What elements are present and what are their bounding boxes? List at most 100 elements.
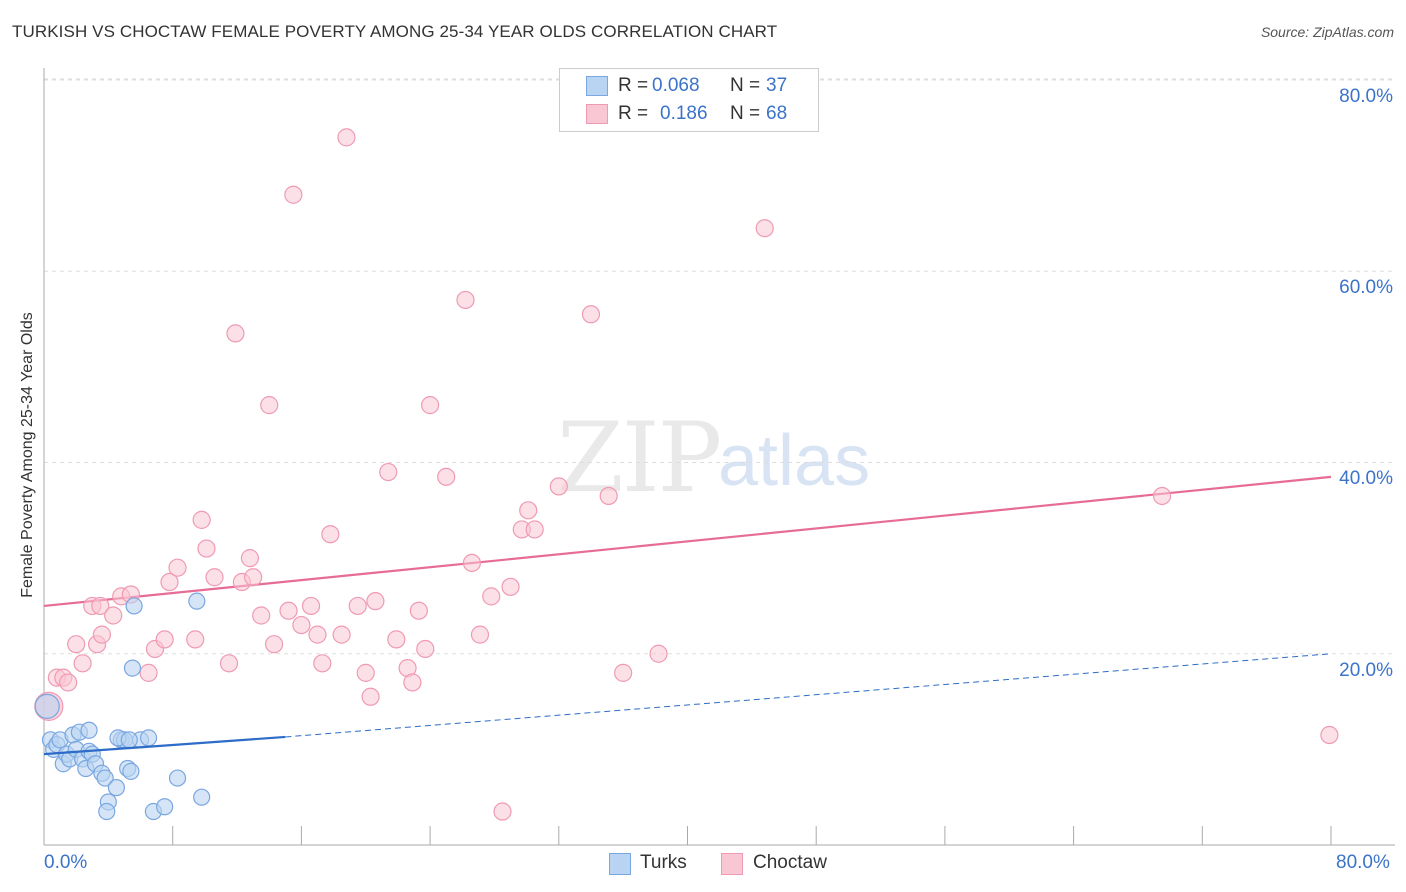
point-choctaw: [284, 185, 303, 204]
point-choctaw: [92, 625, 112, 644]
point-choctaw: [599, 486, 618, 506]
point-turks: [120, 731, 138, 749]
trendline-turks: [43, 735, 286, 756]
point-choctaw: [456, 290, 475, 310]
point-choctaw: [549, 477, 568, 496]
point-choctaw: [139, 663, 158, 682]
point-choctaw: [348, 596, 367, 616]
y-tick-label-60: 60.0%: [1339, 277, 1393, 298]
point-choctaw: [219, 654, 239, 673]
point-choctaw: [649, 644, 668, 663]
y-tick-label-20: 20.0%: [1339, 660, 1393, 681]
point-choctaw: [1152, 486, 1172, 506]
point-choctaw: [361, 687, 380, 706]
point-choctaw: [462, 553, 482, 573]
watermark-atlas: atlas: [718, 421, 871, 501]
trendline-turks-extrapolated: [285, 653, 1332, 738]
point-choctaw: [332, 625, 351, 644]
point-turks: [107, 779, 125, 797]
x-tick-label-min: 0.0%: [44, 852, 88, 873]
legend-swatch-choctaw: [586, 104, 608, 124]
legend-n-label: N =: [730, 75, 761, 96]
point-choctaw: [308, 625, 327, 644]
legend-n-value-turks: 37: [766, 75, 788, 96]
point-choctaw: [614, 663, 633, 682]
point-choctaw: [755, 219, 774, 238]
point-choctaw: [279, 601, 298, 620]
point-choctaw: [313, 654, 332, 673]
point-choctaw: [482, 587, 501, 606]
point-choctaw: [437, 467, 456, 486]
legend-r-value-choctaw: 0.186: [660, 103, 708, 124]
point-choctaw: [240, 549, 260, 568]
source-credit: Source: ZipAtlas.com: [1260, 24, 1394, 40]
point-choctaw: [226, 324, 245, 343]
point-choctaw: [160, 572, 179, 592]
point-choctaw: [260, 396, 279, 415]
point-turks: [96, 769, 114, 787]
point-turks: [139, 729, 158, 747]
point-choctaw: [501, 577, 520, 596]
point-choctaw: [366, 592, 385, 611]
point-choctaw: [525, 520, 544, 539]
legend-r-label: R =: [618, 103, 649, 124]
point-choctaw: [73, 654, 92, 673]
point-turks: [188, 592, 206, 610]
point-choctaw: [519, 501, 538, 520]
legend-row-choctaw: R = 0.186 N = 68: [560, 100, 818, 128]
point-choctaw: [67, 635, 86, 654]
legend-row-turks: R = 0.068 N = 37: [560, 72, 818, 100]
legend-swatch-turks: [586, 76, 608, 96]
point-choctaw: [155, 630, 174, 649]
y-tick-label-80: 80.0%: [1339, 86, 1393, 107]
legend-label-turks: Turks: [640, 852, 687, 873]
point-choctaw: [252, 606, 271, 625]
legend-r-value-turks: 0.068: [652, 75, 700, 96]
point-choctaw: [403, 673, 422, 692]
point-turks: [123, 659, 142, 677]
point-turks: [156, 798, 174, 816]
point-choctaw: [264, 635, 284, 654]
point-turks: [34, 693, 60, 719]
chart-title: TURKISH VS CHOCTAW FEMALE POVERTY AMONG …: [12, 22, 778, 41]
point-turks: [168, 769, 187, 787]
point-choctaw: [1320, 725, 1339, 745]
point-choctaw: [581, 305, 601, 324]
point-choctaw: [409, 601, 428, 620]
correlation-legend: R = 0.068 N = 37 R = 0.186 N = 68: [559, 68, 819, 132]
series-legend: Turks Choctaw: [0, 852, 1406, 876]
point-choctaw: [197, 539, 216, 558]
point-turks: [122, 762, 140, 780]
point-choctaw: [470, 625, 490, 644]
x-tick-label-max: 80.0%: [1336, 852, 1390, 873]
point-choctaw: [301, 596, 321, 616]
point-turks: [193, 788, 211, 806]
point-turks: [80, 721, 98, 739]
legend-label-choctaw: Choctaw: [753, 852, 827, 873]
watermark-zip: ZIP: [557, 402, 722, 514]
point-choctaw: [91, 596, 110, 616]
point-choctaw: [168, 558, 187, 577]
point-choctaw: [104, 606, 123, 625]
point-choctaw: [321, 525, 340, 544]
point-choctaw: [244, 568, 263, 587]
point-choctaw: [493, 802, 512, 821]
point-choctaw: [337, 128, 356, 147]
point-choctaw: [421, 396, 440, 415]
point-turks: [98, 802, 116, 821]
point-choctaw: [387, 630, 406, 649]
point-choctaw: [192, 510, 211, 529]
legend-n-value-choctaw: 68: [766, 103, 788, 124]
point-choctaw: [292, 615, 311, 635]
legend-swatch-turks: [609, 853, 631, 875]
point-turks: [125, 597, 143, 615]
point-choctaw: [205, 568, 224, 587]
point-choctaw: [416, 639, 435, 659]
legend-n-label: N =: [730, 103, 761, 124]
point-choctaw: [59, 673, 78, 692]
point-choctaw: [356, 663, 375, 682]
legend-r-label: R =: [618, 75, 649, 96]
point-choctaw: [379, 462, 398, 482]
point-choctaw: [186, 630, 205, 649]
